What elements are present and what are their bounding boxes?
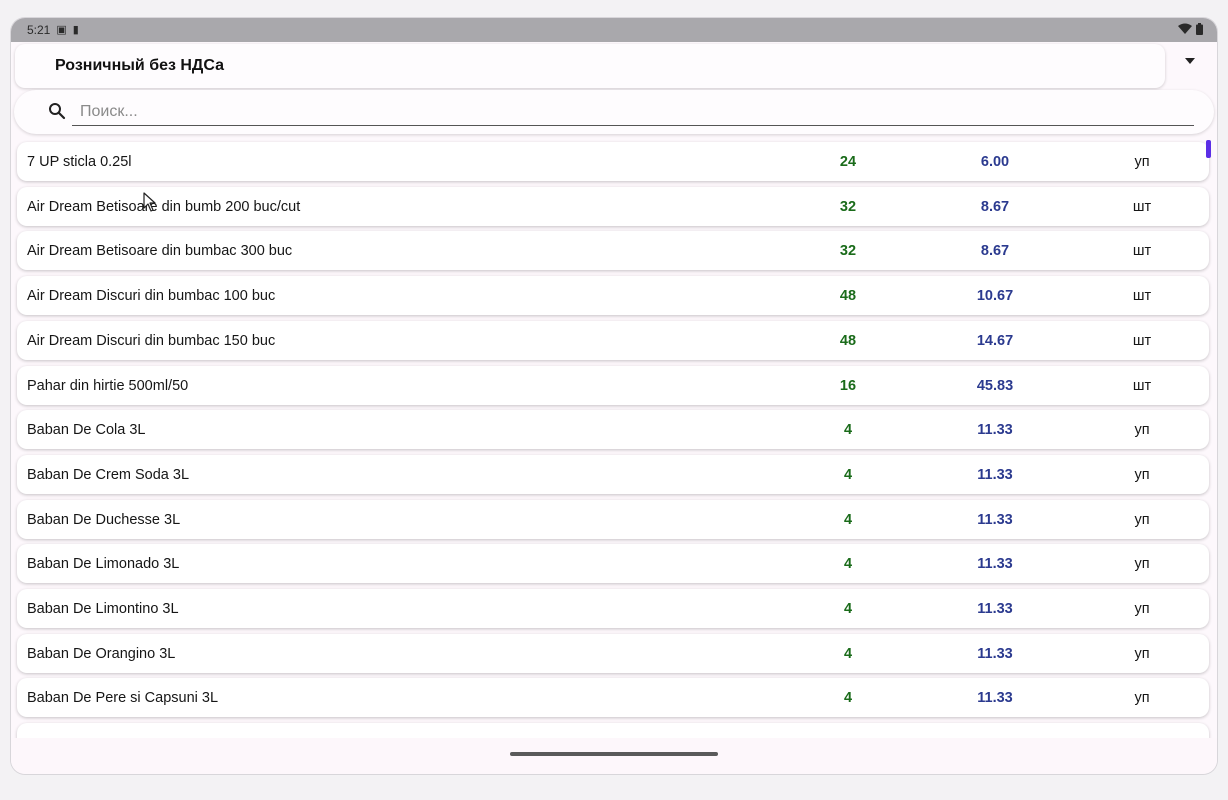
- product-row[interactable]: 7 UP sticla 0.25l 24 6.00 уп: [17, 142, 1209, 181]
- product-name: 7 UP sticla 0.25l: [27, 154, 132, 170]
- product-qty: 4: [843, 466, 853, 483]
- price-type-row: Розничный без НДСа: [11, 42, 1217, 90]
- product-unit: шт: [1132, 332, 1152, 349]
- product-row[interactable]: Air Dream Discuri din bumbac 150 buc 48 14…: [17, 320, 1209, 360]
- product-qty: 48: [839, 332, 857, 349]
- product-row[interactable]: Baban De Crem Soda 3L 4 11.33 уп: [17, 454, 1209, 494]
- search-bar: [14, 90, 1214, 134]
- product-name: Air Dream Betisoare din bumb 200 buc/cut: [27, 198, 301, 215]
- sim-icon: ▣: [56, 23, 67, 36]
- product-row[interactable]: [17, 723, 1209, 738]
- product-price: 11.33: [977, 601, 1013, 617]
- product-price: 45.83: [976, 377, 1014, 394]
- product-unit: шт: [1132, 377, 1152, 394]
- tablet-screen: 5:21 ▣ ▮ Розничный без НДСа 7 UP sticla …: [11, 18, 1217, 774]
- price-type-select[interactable]: Розничный без НДСа: [15, 44, 1165, 88]
- product-qty: 4: [843, 511, 853, 528]
- product-name: Air Dream Discuri din bumbac 150 buc: [27, 332, 276, 349]
- product-price: 10.67: [976, 288, 1014, 305]
- product-qty: 32: [839, 243, 857, 260]
- product-price: 14.67: [976, 332, 1014, 349]
- product-row[interactable]: Baban De Orangino 3L 4 11.33 уп: [17, 633, 1209, 673]
- status-bar: 5:21 ▣ ▮: [11, 18, 1217, 42]
- product-name: Baban De Orangino 3L: [27, 645, 176, 662]
- battery-icon: [1196, 22, 1203, 38]
- wifi-icon: [1178, 23, 1192, 37]
- product-price: 11.33: [977, 511, 1013, 528]
- product-name: Air Dream Betisoare din bumbac 300 buc: [27, 243, 293, 260]
- product-price: 11.33: [977, 690, 1013, 707]
- product-price: 11.33: [977, 645, 1013, 662]
- product-qty: 4: [843, 601, 853, 617]
- product-row[interactable]: Baban De Limonado 3L 4 11.33 уп: [17, 544, 1209, 584]
- product-unit: уп: [1134, 466, 1150, 483]
- product-qty: 4: [843, 422, 853, 439]
- product-name: Baban De Duchesse 3L: [27, 511, 181, 528]
- search-icon: [49, 103, 66, 120]
- product-unit: уп: [1134, 154, 1150, 170]
- product-unit: шт: [1132, 288, 1152, 305]
- product-qty: 4: [843, 645, 853, 662]
- product-row[interactable]: Pahar din hirtie 500ml/50 16 45.83 шт: [17, 365, 1209, 405]
- product-unit: уп: [1134, 422, 1150, 439]
- mouse-cursor-icon: [143, 192, 156, 212]
- product-qty: 16: [839, 377, 857, 394]
- product-price: 11.33: [977, 556, 1013, 573]
- product-price: 11.33: [977, 422, 1013, 439]
- product-name: Baban De Limonado 3L: [27, 556, 180, 573]
- product-unit: шт: [1132, 198, 1152, 215]
- product-name: Pahar din hirtie 500ml/50: [27, 377, 189, 394]
- product-qty: 4: [843, 556, 853, 573]
- product-unit: уп: [1134, 601, 1150, 617]
- product-row[interactable]: Baban De Pere si Capsuni 3L 4 11.33 уп: [17, 678, 1209, 718]
- product-row[interactable]: Air Dream Betisoare din bumb 200 buc/cut…: [17, 186, 1209, 226]
- product-price: 6.00: [980, 154, 1010, 170]
- product-name: Baban De Limontino 3L: [27, 601, 179, 617]
- product-price: 8.67: [980, 198, 1010, 215]
- scrollbar-thumb[interactable]: [1206, 140, 1211, 158]
- product-row[interactable]: Baban De Cola 3L 4 11.33 уп: [17, 410, 1209, 450]
- product-row[interactable]: Baban De Duchesse 3L 4 11.33 уп: [17, 499, 1209, 539]
- chevron-down-icon[interactable]: [1185, 58, 1195, 64]
- product-qty: 24: [839, 154, 857, 170]
- product-unit: шт: [1132, 243, 1152, 260]
- product-unit: уп: [1134, 645, 1150, 662]
- search-input[interactable]: [72, 98, 1194, 126]
- product-row[interactable]: Air Dream Betisoare din bumbac 300 buc 32…: [17, 231, 1209, 271]
- price-type-label: Розничный без НДСа: [55, 57, 224, 74]
- product-unit: уп: [1134, 511, 1150, 528]
- status-time: 5:21: [27, 23, 51, 37]
- product-name: Baban De Pere si Capsuni 3L: [27, 690, 219, 707]
- home-indicator[interactable]: [510, 752, 718, 756]
- product-qty: 32: [839, 198, 857, 215]
- product-unit: уп: [1134, 690, 1150, 707]
- product-row[interactable]: Baban De Limontino 3L 4 11.33 уп: [17, 589, 1209, 628]
- product-qty: 4: [843, 690, 853, 707]
- navigation-bar: [11, 738, 1217, 774]
- product-qty: 48: [839, 288, 857, 305]
- product-price: 8.67: [980, 243, 1010, 260]
- product-name: Baban De Cola 3L: [27, 422, 146, 439]
- product-unit: уп: [1134, 556, 1150, 573]
- status-left: 5:21 ▣ ▮: [27, 23, 79, 37]
- product-name: Air Dream Discuri din bumbac 100 buc: [27, 288, 276, 305]
- product-row[interactable]: Air Dream Discuri din bumbac 100 buc 48 10…: [17, 276, 1209, 316]
- sd-card-icon: ▮: [72, 23, 79, 36]
- product-price: 11.33: [977, 466, 1013, 483]
- product-list: 7 UP sticla 0.25l 24 6.00 уп Air Dream Betis…: [11, 140, 1217, 738]
- status-right: [1178, 22, 1203, 38]
- product-name: Baban De Crem Soda 3L: [27, 466, 190, 483]
